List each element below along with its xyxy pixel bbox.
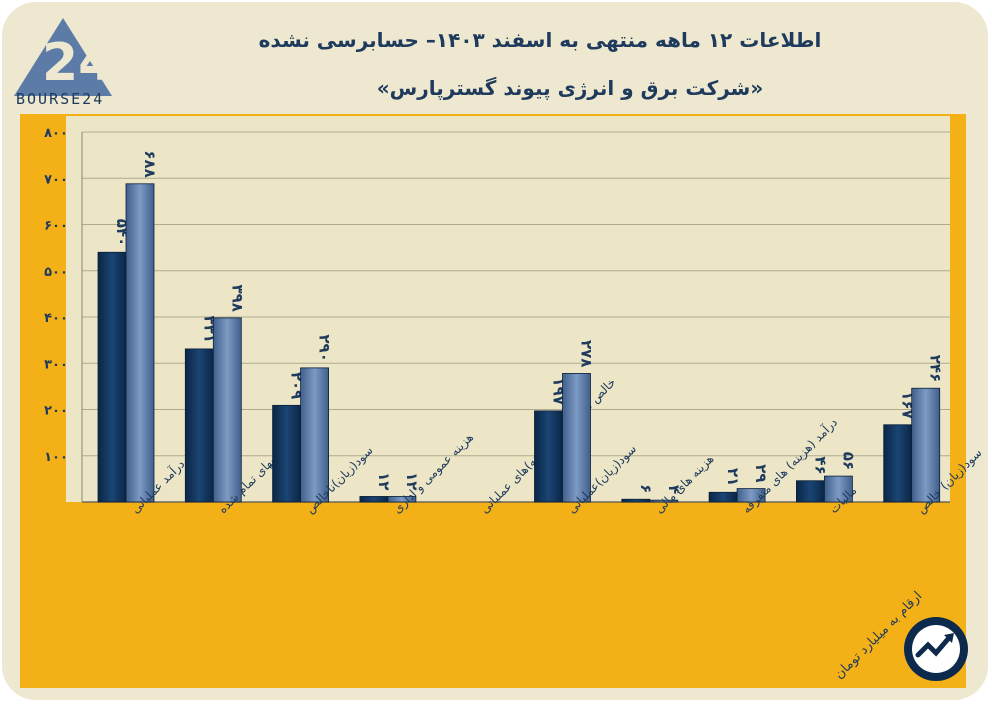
data-label: ۴	[665, 485, 683, 494]
bar-series1	[796, 480, 825, 503]
bar-series2	[562, 373, 591, 503]
bar-series1	[534, 410, 563, 503]
bar-series1	[272, 404, 302, 503]
x-tick-label: هزینه های مالی	[652, 452, 717, 517]
data-label: ۲۴۶	[927, 355, 945, 382]
data-label: ۳۹۸	[228, 284, 246, 311]
bar-series1	[883, 424, 913, 503]
y-tick-label: ۱۰۰	[44, 450, 68, 465]
bar-series1	[708, 491, 738, 503]
bourse24-logo-icon: 24	[14, 18, 114, 96]
svg-text:24: 24	[42, 33, 114, 93]
data-label: ۵۶	[839, 452, 857, 470]
y-tick-label: ۲۰۰	[44, 404, 68, 419]
data-label: ۶	[637, 484, 655, 493]
data-label: ۶۸۸	[141, 150, 159, 177]
y-tick-label: ۵۰۰	[44, 265, 68, 280]
bar-series2	[212, 317, 242, 503]
y-tick-label: ۸۰۰	[44, 126, 68, 141]
data-label: ۲۹۰	[316, 334, 334, 361]
bar-series1	[184, 348, 214, 503]
bar-series2	[824, 475, 853, 503]
data-label: ۲۱	[724, 468, 742, 486]
y-tick-label: ۴۰۰	[44, 311, 68, 326]
y-tick-label: ۳۰۰	[44, 357, 68, 372]
bar-series2	[387, 496, 417, 503]
data-label: ۲۹	[752, 464, 770, 482]
data-label: ۱۲	[375, 472, 393, 490]
bar-series1	[621, 498, 651, 503]
bar-series2	[125, 183, 155, 503]
bar-series2	[649, 499, 679, 503]
chart-subtitle: «شرکت برق و انرژی پیوند گسترپارس»	[376, 76, 764, 100]
bar-series2	[736, 488, 766, 503]
bar-series2	[911, 387, 941, 503]
chart-title: اطلاعات ۱۲ ماهه منتهی به اسفند ۱۴۰۳– حسا…	[258, 28, 822, 52]
logo-text: BOURSE24	[16, 90, 105, 108]
trend-icon	[912, 625, 960, 673]
y-tick-label: ۷۰۰	[44, 172, 68, 187]
bar-series2	[300, 367, 330, 503]
y-tick-label: ۶۰۰	[44, 219, 68, 234]
bar-series1	[97, 251, 127, 503]
bar-series1	[359, 496, 389, 503]
data-label: ۱۲	[403, 472, 421, 490]
data-label: ۴۶	[811, 456, 829, 474]
data-label: ۲۷۸	[578, 340, 596, 367]
